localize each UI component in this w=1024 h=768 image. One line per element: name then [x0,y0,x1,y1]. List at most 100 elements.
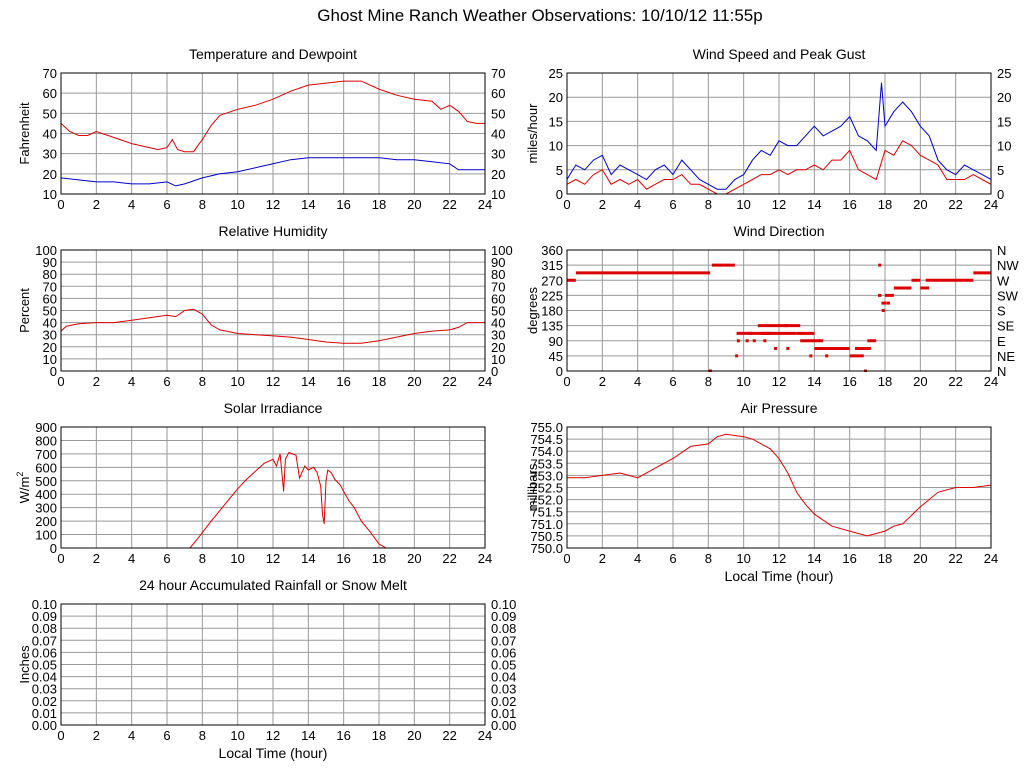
right-tick-label: 0.04 [491,670,516,685]
y-tick-label: 754.5 [530,432,563,447]
right-tick-label: 50 [491,304,505,319]
x-tick-label: 0 [57,551,64,566]
y-tick-label: 753.5 [530,456,563,471]
x-tick-label: 22 [948,551,962,566]
y-tick-label: 315 [541,258,563,273]
y-tick-label: 755.0 [530,420,563,435]
x-tick-label: 20 [407,197,421,212]
right-tick-label: NE [997,349,1015,364]
y-tick-label: 0.01 [32,706,57,721]
x-tick-label: 24 [984,551,998,566]
x-tick-label: 4 [634,197,641,212]
y-tick-label: 20 [43,340,57,355]
x-tick-label: 16 [842,551,856,566]
wind-direction-point [786,346,790,350]
right-tick-label: 30 [491,328,505,343]
y-tick-label: 80 [43,267,57,282]
x-tick-label: 24 [984,197,998,212]
x-tick-label: 22 [948,374,962,389]
right-tick-label: 0.00 [491,718,516,733]
x-tick-label: 8 [705,197,712,212]
pressure-series-0-line [567,433,991,537]
x-tick-label: 0 [563,197,570,212]
x-tick-label: 22 [442,197,456,212]
y-tick-label: 0.00 [32,718,57,733]
x-tick-label: 6 [669,197,676,212]
pressure-title: Air Pressure [740,400,817,416]
y-tick-label: 200 [35,514,57,529]
x-tick-label: 10 [736,374,750,389]
y-tick-label: 0 [556,364,563,379]
x-tick-label: 20 [407,728,421,743]
y-tick-label: 10 [43,187,57,202]
y-tick-label: 0.02 [32,694,57,709]
x-tick-label: 18 [372,374,386,389]
pressure-frame [566,426,992,549]
x-tick-label: 2 [599,551,606,566]
y-tick-label: 135 [541,319,563,334]
y-tick-label: 900 [35,420,57,435]
y-tick-label: 100 [35,243,57,258]
y-tick-label: 0.09 [32,609,57,624]
x-tick-label: 2 [93,551,100,566]
x-tick-label: 8 [199,197,206,212]
x-tick-label: 18 [372,728,386,743]
y-tick-label: 0.03 [32,682,57,697]
rainfall-chart: 24 hour Accumulated Rainfall or Snow Mel… [17,577,516,761]
x-tick-label: 24 [478,551,492,566]
solar-title: Solar Irradiance [224,400,323,416]
wind-direction-point [752,339,756,343]
y-tick-label: 225 [541,288,563,303]
x-tick-label: 2 [599,197,606,212]
x-tick-label: 12 [266,728,280,743]
y-tick-label: 300 [35,501,57,516]
right-tick-label: 25 [997,66,1011,81]
right-tick-label: 20 [997,90,1011,105]
pressure-x-axis-label: Local Time (hour) [725,568,834,584]
x-tick-label: 20 [913,374,927,389]
x-tick-label: 12 [266,374,280,389]
right-tick-label: NW [997,258,1019,273]
right-tick-label: W [997,273,1010,288]
y-tick-label: 0.10 [32,597,57,612]
y-tick-label: 40 [43,316,57,331]
right-tick-label: 20 [491,340,505,355]
y-tick-label: 90 [549,334,563,349]
right-tick-label: 60 [491,291,505,306]
x-tick-label: 2 [599,374,606,389]
right-tick-label: 60 [491,86,505,101]
x-tick-label: 0 [563,374,570,389]
y-tick-label: 270 [541,273,563,288]
x-tick-label: 24 [478,197,492,212]
wind-direction-frame [566,249,992,372]
y-tick-label: 70 [43,279,57,294]
y-tick-label: 750.0 [530,541,563,556]
y-tick-label: 10 [549,139,563,154]
x-tick-label: 16 [336,374,350,389]
right-tick-label: 40 [491,316,505,331]
y-tick-label: 360 [541,243,563,258]
wind-direction-y-axis-label: degrees [525,287,540,334]
y-tick-label: 750.5 [530,529,563,544]
y-tick-label: 400 [35,487,57,502]
x-tick-label: 18 [372,197,386,212]
wind-speed-data [567,82,991,195]
rainfall-x-axis-label: Local Time (hour) [219,745,328,761]
x-tick-label: 10 [736,197,750,212]
y-tick-label: 754.0 [530,444,563,459]
wind-speed-title: Wind Speed and Peak Gust [693,46,866,62]
y-tick-label: 50 [43,106,57,121]
right-tick-label: E [997,334,1006,349]
right-tick-label: 50 [491,106,505,121]
x-tick-label: 14 [807,374,821,389]
humidity-y-axis-label: Percent [17,288,32,333]
x-tick-label: 8 [199,374,206,389]
x-tick-label: 14 [301,197,315,212]
y-tick-label: 0.05 [32,658,57,673]
wind-direction-point [736,339,740,343]
wind-direction-point [887,301,891,305]
humidity-data [61,308,485,344]
wind-direction-point [763,339,767,343]
x-tick-label: 14 [301,374,315,389]
